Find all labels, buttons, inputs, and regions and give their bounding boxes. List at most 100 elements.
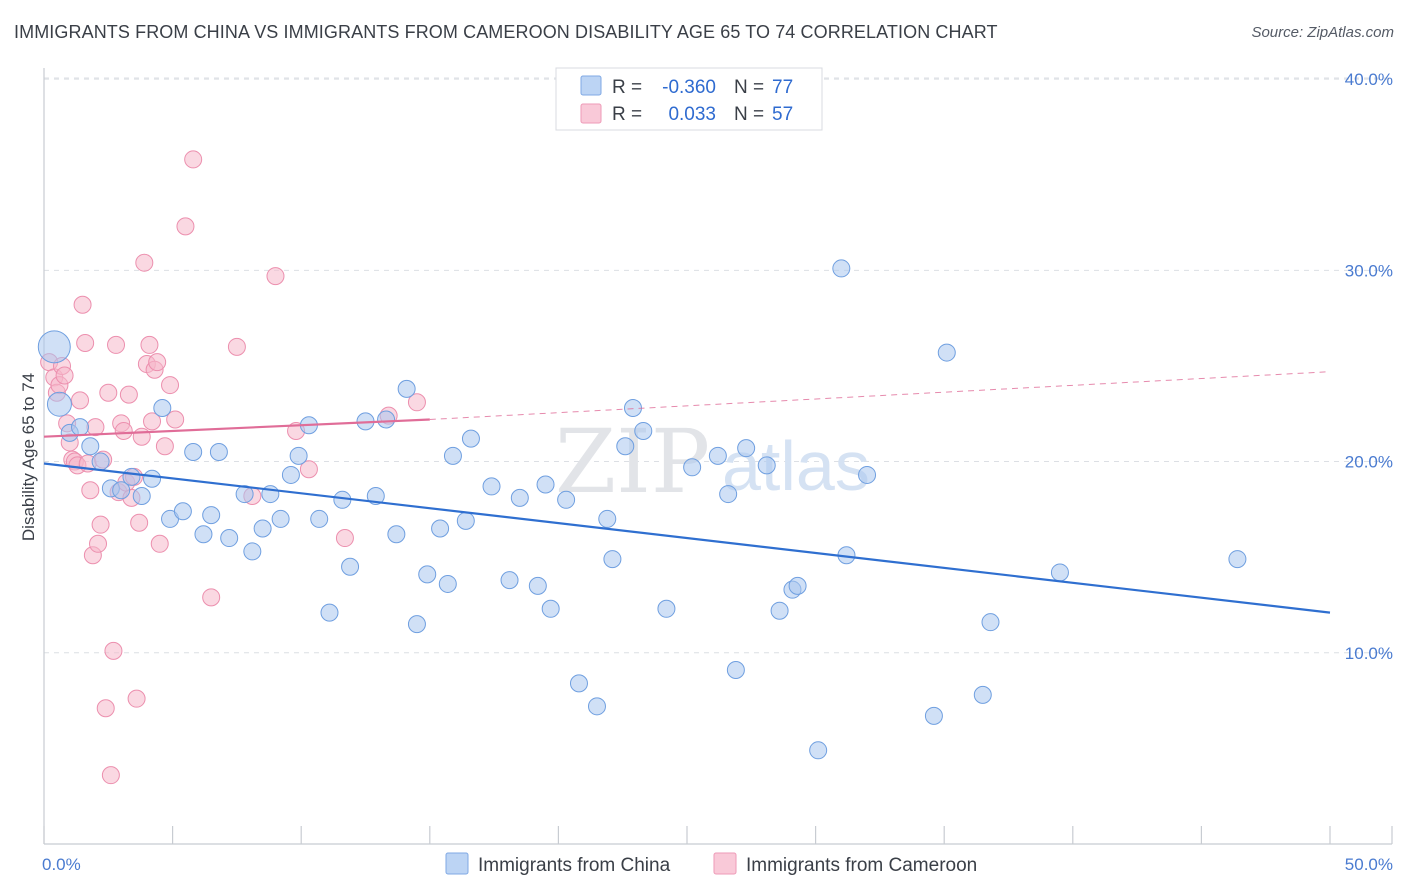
china-point: [71, 418, 90, 437]
chart-source: Source: ZipAtlas.com: [1251, 24, 1394, 41]
cameroon-point: [407, 393, 426, 412]
watermark-zip: ZIP: [555, 410, 710, 513]
cameroon-point: [143, 412, 162, 431]
cameroon-point: [73, 295, 92, 314]
china-point: [220, 529, 239, 548]
cameroon-point: [89, 534, 108, 553]
china-point: [858, 465, 877, 484]
cameroon-point: [119, 385, 138, 404]
cameroon-point: [91, 515, 110, 534]
cameroon-point: [161, 376, 180, 395]
china-point: [243, 542, 262, 561]
china-point: [598, 509, 617, 528]
china-point: [981, 613, 1000, 632]
china-point: [438, 574, 457, 593]
cameroon-point: [132, 427, 151, 446]
china-point: [194, 525, 213, 544]
china-point: [683, 458, 702, 477]
china-point: [132, 486, 151, 505]
axes: [43, 68, 1393, 845]
legend-n-value-cameroon: 57: [772, 104, 793, 125]
legend-n-value-china: 77: [772, 77, 793, 98]
x-tick-label: 0.0%: [42, 855, 81, 874]
china-point: [81, 437, 100, 456]
gridlines: [44, 77, 1392, 654]
cameroon-point: [227, 337, 246, 356]
china-point: [377, 410, 396, 429]
cameroon-point: [71, 391, 90, 410]
china-point: [271, 509, 290, 528]
china-point: [657, 599, 676, 618]
cameroon-point: [184, 150, 203, 169]
china-point: [407, 615, 426, 634]
cameroon-point: [150, 534, 169, 553]
legend-r-label-china: R =: [612, 77, 642, 98]
china-points: [37, 259, 1247, 760]
china-point: [281, 465, 300, 484]
china-point: [924, 706, 943, 725]
china-point: [557, 490, 576, 509]
china-point: [418, 565, 437, 584]
china-point: [289, 446, 308, 465]
china-point: [397, 379, 416, 398]
china-point: [235, 485, 254, 504]
china-point: [1228, 550, 1247, 569]
china-point: [500, 571, 519, 590]
series-swatch-china: [445, 852, 469, 875]
china-point: [510, 488, 529, 507]
china-point: [122, 467, 141, 486]
legend-swatch-cameroon: [580, 103, 602, 124]
china-point: [456, 511, 475, 530]
china-point: [809, 741, 828, 760]
cameroon-point: [266, 267, 285, 286]
cameroon-point: [176, 217, 195, 236]
x-tick-label: 50.0%: [1345, 855, 1393, 874]
china-point: [1050, 563, 1069, 582]
series-swatch-cameroon: [713, 852, 737, 875]
cameroon-point: [76, 334, 95, 353]
china-point: [461, 429, 480, 448]
cameroon-point: [335, 529, 354, 548]
y-tick-label: 40.0%: [1345, 70, 1393, 89]
cameroon-points: [40, 150, 426, 785]
china-point: [616, 437, 635, 456]
china-point: [528, 576, 547, 595]
china-point: [788, 576, 807, 595]
china-point: [37, 330, 71, 364]
cameroon-point: [140, 335, 159, 354]
chart-title: IMMIGRANTS FROM CHINA VS IMMIGRANTS FROM…: [14, 22, 998, 42]
correlation-legend: R = -0.360 N = 77 R = 0.033 N = 57: [555, 67, 823, 131]
china-point: [770, 601, 789, 620]
y-tick-label: 30.0%: [1345, 261, 1393, 280]
cameroon-point: [114, 421, 133, 440]
china-point: [153, 399, 172, 418]
china-point: [387, 525, 406, 544]
china-point: [634, 421, 653, 440]
china-point: [341, 557, 360, 576]
china-point: [173, 502, 192, 521]
china-point: [603, 550, 622, 569]
y-tick-label: 20.0%: [1345, 453, 1393, 472]
china-point: [832, 259, 851, 278]
watermark-atlas: atlas: [722, 427, 870, 505]
china-point: [443, 446, 462, 465]
cameroon-point: [107, 335, 126, 354]
china-point: [708, 446, 727, 465]
cameroon-point: [166, 410, 185, 429]
y-axis-title: Disability Age 65 to 74: [19, 373, 38, 541]
china-point: [726, 660, 745, 679]
legend-n-label-cameroon: N =: [734, 104, 764, 125]
china-point: [757, 456, 776, 475]
watermark: ZIP atlas: [555, 410, 870, 513]
cameroon-point: [130, 513, 149, 532]
china-point: [209, 443, 228, 461]
legend-r-label-cameroon: R =: [612, 104, 642, 125]
cameroon-point: [299, 460, 318, 479]
cameroon-point: [96, 699, 115, 718]
china-point: [587, 697, 606, 716]
cameroon-point: [155, 437, 174, 456]
cameroon-point: [81, 481, 100, 500]
legend-swatch-china: [580, 75, 602, 96]
cameroon-point: [104, 641, 123, 660]
